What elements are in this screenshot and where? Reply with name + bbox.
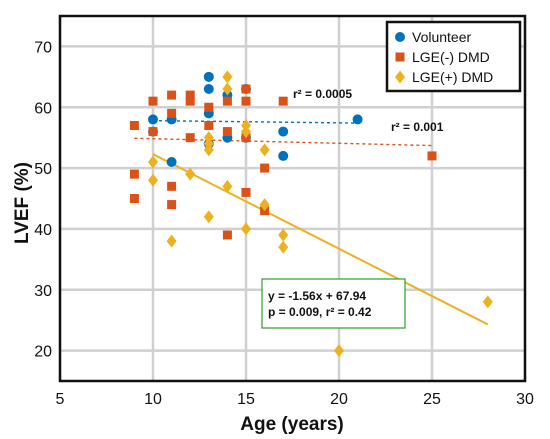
data-point	[241, 187, 251, 197]
r-squared-label: r² = 0.001	[391, 120, 444, 134]
data-point	[148, 96, 158, 106]
data-point	[241, 125, 251, 139]
regression-label: y = -1.56x + 67.94	[268, 289, 366, 303]
x-tick-label: 5	[56, 391, 65, 408]
data-point	[334, 344, 344, 358]
data-point	[222, 127, 232, 137]
data-point	[167, 90, 177, 100]
legend-marker	[395, 52, 405, 62]
data-point	[166, 234, 177, 248]
x-tick-label: 15	[237, 391, 255, 408]
data-point	[260, 163, 270, 173]
data-point	[129, 121, 139, 130]
y-tick-label: 30	[34, 283, 52, 300]
legend-marker	[395, 70, 405, 84]
data-point	[259, 198, 270, 212]
fit-line	[152, 153, 489, 326]
y-axis-label: LVEF (%)	[12, 162, 33, 244]
legend-box	[385, 20, 522, 93]
data-point	[241, 96, 251, 106]
data-point	[148, 155, 158, 169]
legend-label: LGE(+) DMD	[412, 69, 493, 85]
data-point	[203, 210, 214, 224]
x-tick-label: 10	[144, 391, 162, 408]
x-tick-label: 30	[516, 391, 534, 408]
data-point	[203, 143, 214, 157]
r-squared-label: r² = 0.0005	[293, 87, 352, 101]
data-point	[148, 173, 158, 187]
data-point	[167, 200, 177, 210]
data-point	[204, 121, 214, 130]
data-point	[278, 96, 288, 106]
x-axis-label: Age (years)	[240, 414, 344, 435]
data-point	[185, 90, 195, 100]
regression-box	[261, 278, 406, 329]
data-point	[278, 240, 289, 254]
data-point	[352, 114, 363, 125]
data-point	[129, 194, 139, 203]
data-point	[203, 84, 214, 94]
data-point	[482, 295, 493, 309]
tick-labels: 5 10 15 20 25 30 20 30 40 50 60 70	[34, 39, 534, 408]
fit-line	[134, 137, 433, 147]
y-tick-label: 70	[34, 39, 52, 56]
y-tick-label: 50	[34, 161, 52, 178]
data-point	[259, 143, 270, 157]
fit-lines	[134, 119, 489, 326]
data-point	[427, 151, 437, 161]
data-point	[129, 169, 139, 179]
plot-frame	[58, 14, 527, 383]
data-point	[222, 70, 233, 84]
annotations: r² = 0.0005 r² = 0.001 y = -1.56x + 67.94 p…	[261, 87, 444, 329]
x-tick-label: 25	[423, 391, 441, 408]
y-tick-label: 40	[34, 222, 52, 239]
data-point	[185, 96, 195, 106]
legend: Volunteer LGE(-) DMD LGE(+) DMD	[385, 20, 522, 93]
data-point	[148, 127, 158, 137]
data-point	[167, 108, 177, 118]
data-point	[222, 179, 233, 193]
data-point	[278, 126, 289, 137]
data-point	[203, 71, 214, 82]
data-point	[278, 228, 289, 242]
data-points	[129, 70, 493, 358]
data-point	[148, 114, 158, 125]
data-point	[241, 222, 251, 236]
data-point	[222, 82, 233, 96]
data-point	[167, 181, 177, 191]
data-point	[278, 150, 289, 161]
legend-label: Volunteer	[412, 29, 471, 45]
legend-marker	[395, 32, 405, 42]
data-point	[166, 157, 177, 167]
x-tick-label: 20	[330, 391, 348, 408]
data-point	[185, 167, 196, 181]
data-point	[185, 133, 195, 143]
data-point	[241, 84, 251, 94]
data-point	[204, 102, 214, 112]
fit-line	[152, 119, 358, 124]
data-point	[222, 230, 232, 240]
regression-label: p = 0.009, r² = 0.42	[268, 305, 372, 319]
data-point	[222, 96, 232, 106]
y-tick-label: 20	[34, 344, 52, 361]
legend-label: LGE(-) DMD	[412, 49, 490, 65]
y-tick-label: 60	[34, 100, 52, 117]
